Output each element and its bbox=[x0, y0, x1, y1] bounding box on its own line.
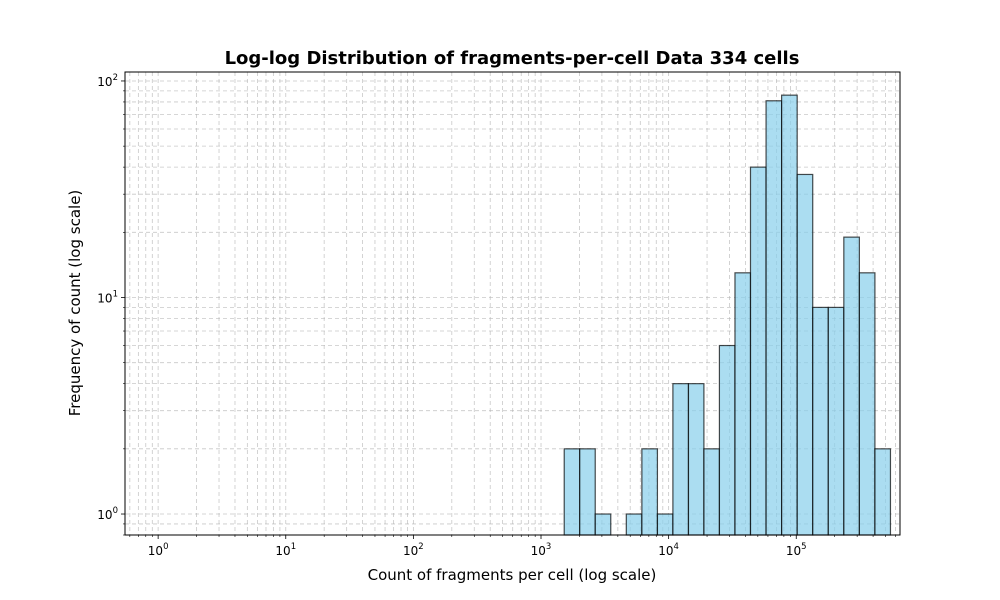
histogram-bar bbox=[812, 306, 829, 536]
x-axis-label: Count of fragments per cell (log scale) bbox=[368, 566, 657, 584]
x-tick-label: 105 bbox=[786, 542, 807, 558]
y-tick-label: 100 bbox=[97, 506, 118, 522]
x-tick-labels: 100 101 102 103 104 105 bbox=[148, 542, 807, 558]
axis-ticks bbox=[121, 80, 896, 539]
histogram-bar bbox=[687, 383, 705, 536]
histogram-bar bbox=[563, 448, 581, 536]
x-tick-label: 100 bbox=[148, 542, 169, 558]
histogram-bars bbox=[563, 94, 892, 536]
histogram-bar bbox=[594, 513, 612, 536]
histogram-bar bbox=[625, 513, 643, 536]
histogram-bar bbox=[734, 272, 752, 536]
histogram-bar bbox=[672, 383, 690, 536]
x-tick-label: 101 bbox=[275, 542, 296, 558]
histogram-bar bbox=[765, 100, 783, 536]
x-tick-label: 103 bbox=[531, 542, 552, 558]
y-tick-label: 102 bbox=[97, 73, 118, 89]
x-tick-label: 104 bbox=[658, 542, 679, 558]
histogram-bar bbox=[579, 448, 596, 536]
histogram-bar bbox=[703, 448, 721, 536]
histogram-bar bbox=[749, 166, 767, 536]
histogram-bar bbox=[781, 94, 798, 536]
histogram-bar bbox=[827, 306, 845, 536]
y-axis-label: Frequency of count (log scale) bbox=[66, 190, 84, 417]
y-tick-label: 101 bbox=[97, 289, 118, 305]
histogram-bar bbox=[874, 448, 892, 536]
y-tick-labels: 100 101 102 bbox=[97, 73, 118, 522]
histogram-bar bbox=[641, 448, 659, 536]
histogram-bar bbox=[796, 173, 814, 536]
histogram-bar bbox=[843, 236, 860, 536]
histogram-bar bbox=[718, 344, 736, 536]
histogram-bar bbox=[858, 272, 876, 536]
x-tick-label: 102 bbox=[403, 542, 424, 558]
histogram-bar bbox=[656, 513, 674, 536]
chart-title: Log-log Distribution of fragments-per-ce… bbox=[225, 48, 800, 69]
